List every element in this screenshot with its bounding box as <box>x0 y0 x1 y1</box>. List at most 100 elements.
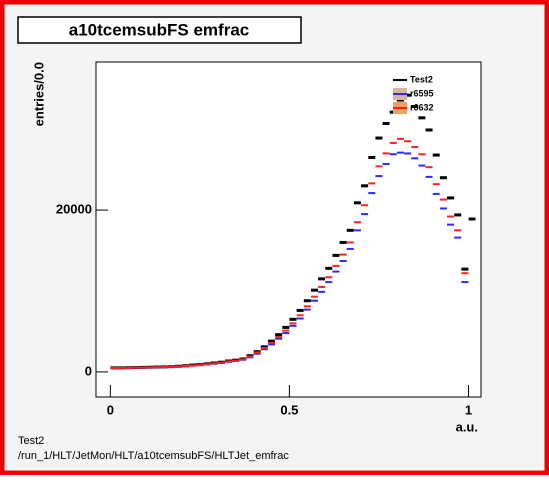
data-point <box>275 336 283 339</box>
data-point <box>332 270 340 273</box>
data-point <box>353 201 361 205</box>
data-point <box>447 223 455 226</box>
data-point <box>411 157 419 160</box>
data-point <box>375 136 383 140</box>
data-point <box>454 229 462 232</box>
data-point <box>361 213 369 216</box>
data-point <box>368 192 376 195</box>
data-point <box>454 236 462 239</box>
data-point <box>182 364 190 367</box>
footer: /run_1/HLT/JetMon/HLT/a10tcemsubFS/HLTJe… <box>18 450 289 462</box>
data-point <box>303 305 311 308</box>
data-point <box>411 145 419 148</box>
y-axis-label: entries/0.0 <box>31 62 46 126</box>
data-point <box>432 192 440 195</box>
data-point <box>325 276 333 279</box>
data-point <box>468 217 476 221</box>
data-point <box>296 317 304 320</box>
data-point <box>368 155 376 159</box>
data-point <box>404 140 412 143</box>
data-point <box>196 363 204 366</box>
data-point <box>267 341 275 344</box>
data-point <box>260 347 268 350</box>
data-point <box>210 362 218 365</box>
data-point <box>396 98 404 102</box>
data-point <box>418 164 426 167</box>
data-point <box>332 253 340 257</box>
data-point <box>353 221 361 224</box>
data-point <box>239 358 247 361</box>
data-point <box>439 176 447 180</box>
data-point <box>275 333 283 337</box>
data-point <box>289 324 297 327</box>
data-point <box>411 105 419 109</box>
data-point <box>461 267 469 271</box>
data-point <box>425 166 433 169</box>
data-point <box>296 314 304 317</box>
data-point <box>425 128 433 132</box>
x-tick-label: 0 <box>107 402 114 417</box>
data-point <box>124 366 132 369</box>
frame <box>95 61 482 398</box>
data-point <box>189 364 197 367</box>
data-point <box>346 247 354 250</box>
data-point <box>146 366 154 369</box>
data-point <box>282 325 290 329</box>
data-point <box>439 207 447 210</box>
x-axis-label: a.u. <box>456 419 478 434</box>
data-point <box>110 367 118 370</box>
data-point <box>439 198 447 201</box>
data-point <box>447 215 455 218</box>
data-point <box>382 152 390 155</box>
data-point <box>353 229 361 232</box>
data-point <box>160 366 168 369</box>
data-point <box>375 175 383 178</box>
footer: Test2 <box>18 435 44 447</box>
data-point <box>339 260 347 263</box>
data-point <box>361 184 369 188</box>
data-point <box>282 332 290 335</box>
data-point <box>217 361 225 364</box>
data-point <box>404 93 412 97</box>
data-point <box>275 337 283 340</box>
data-point <box>174 365 182 368</box>
data-point <box>339 240 347 244</box>
data-point <box>310 299 318 302</box>
data-point <box>346 228 354 232</box>
data-point <box>267 339 275 343</box>
data-point <box>282 329 290 332</box>
data-point <box>382 121 390 125</box>
data-point <box>232 359 240 362</box>
data-point <box>139 366 147 369</box>
data-point <box>425 175 433 178</box>
data-point <box>396 151 404 154</box>
data-point <box>389 153 397 156</box>
data-point <box>289 322 297 325</box>
data-point <box>375 165 383 168</box>
data-point <box>447 196 455 200</box>
data-point <box>404 152 412 155</box>
data-point <box>361 204 369 207</box>
data-point <box>389 141 397 144</box>
data-point <box>461 281 469 284</box>
data-point <box>332 264 340 267</box>
y-tick-label: 0 <box>85 363 92 378</box>
legend-label: r6632 <box>410 102 434 112</box>
data-point <box>253 351 261 354</box>
data-point <box>318 277 326 281</box>
data-point <box>203 363 211 366</box>
title-box <box>17 16 302 44</box>
data-point <box>260 348 268 351</box>
data-point <box>368 182 376 185</box>
data-point <box>225 360 233 363</box>
data-point <box>346 241 354 244</box>
data-point <box>303 299 311 303</box>
data-point <box>289 317 297 321</box>
data-point <box>454 213 462 217</box>
data-point <box>432 153 440 157</box>
x-tick-label: 0.5 <box>280 402 298 417</box>
data-point <box>310 288 318 292</box>
data-point <box>260 345 268 349</box>
x-tick-label: 1 <box>465 402 472 417</box>
